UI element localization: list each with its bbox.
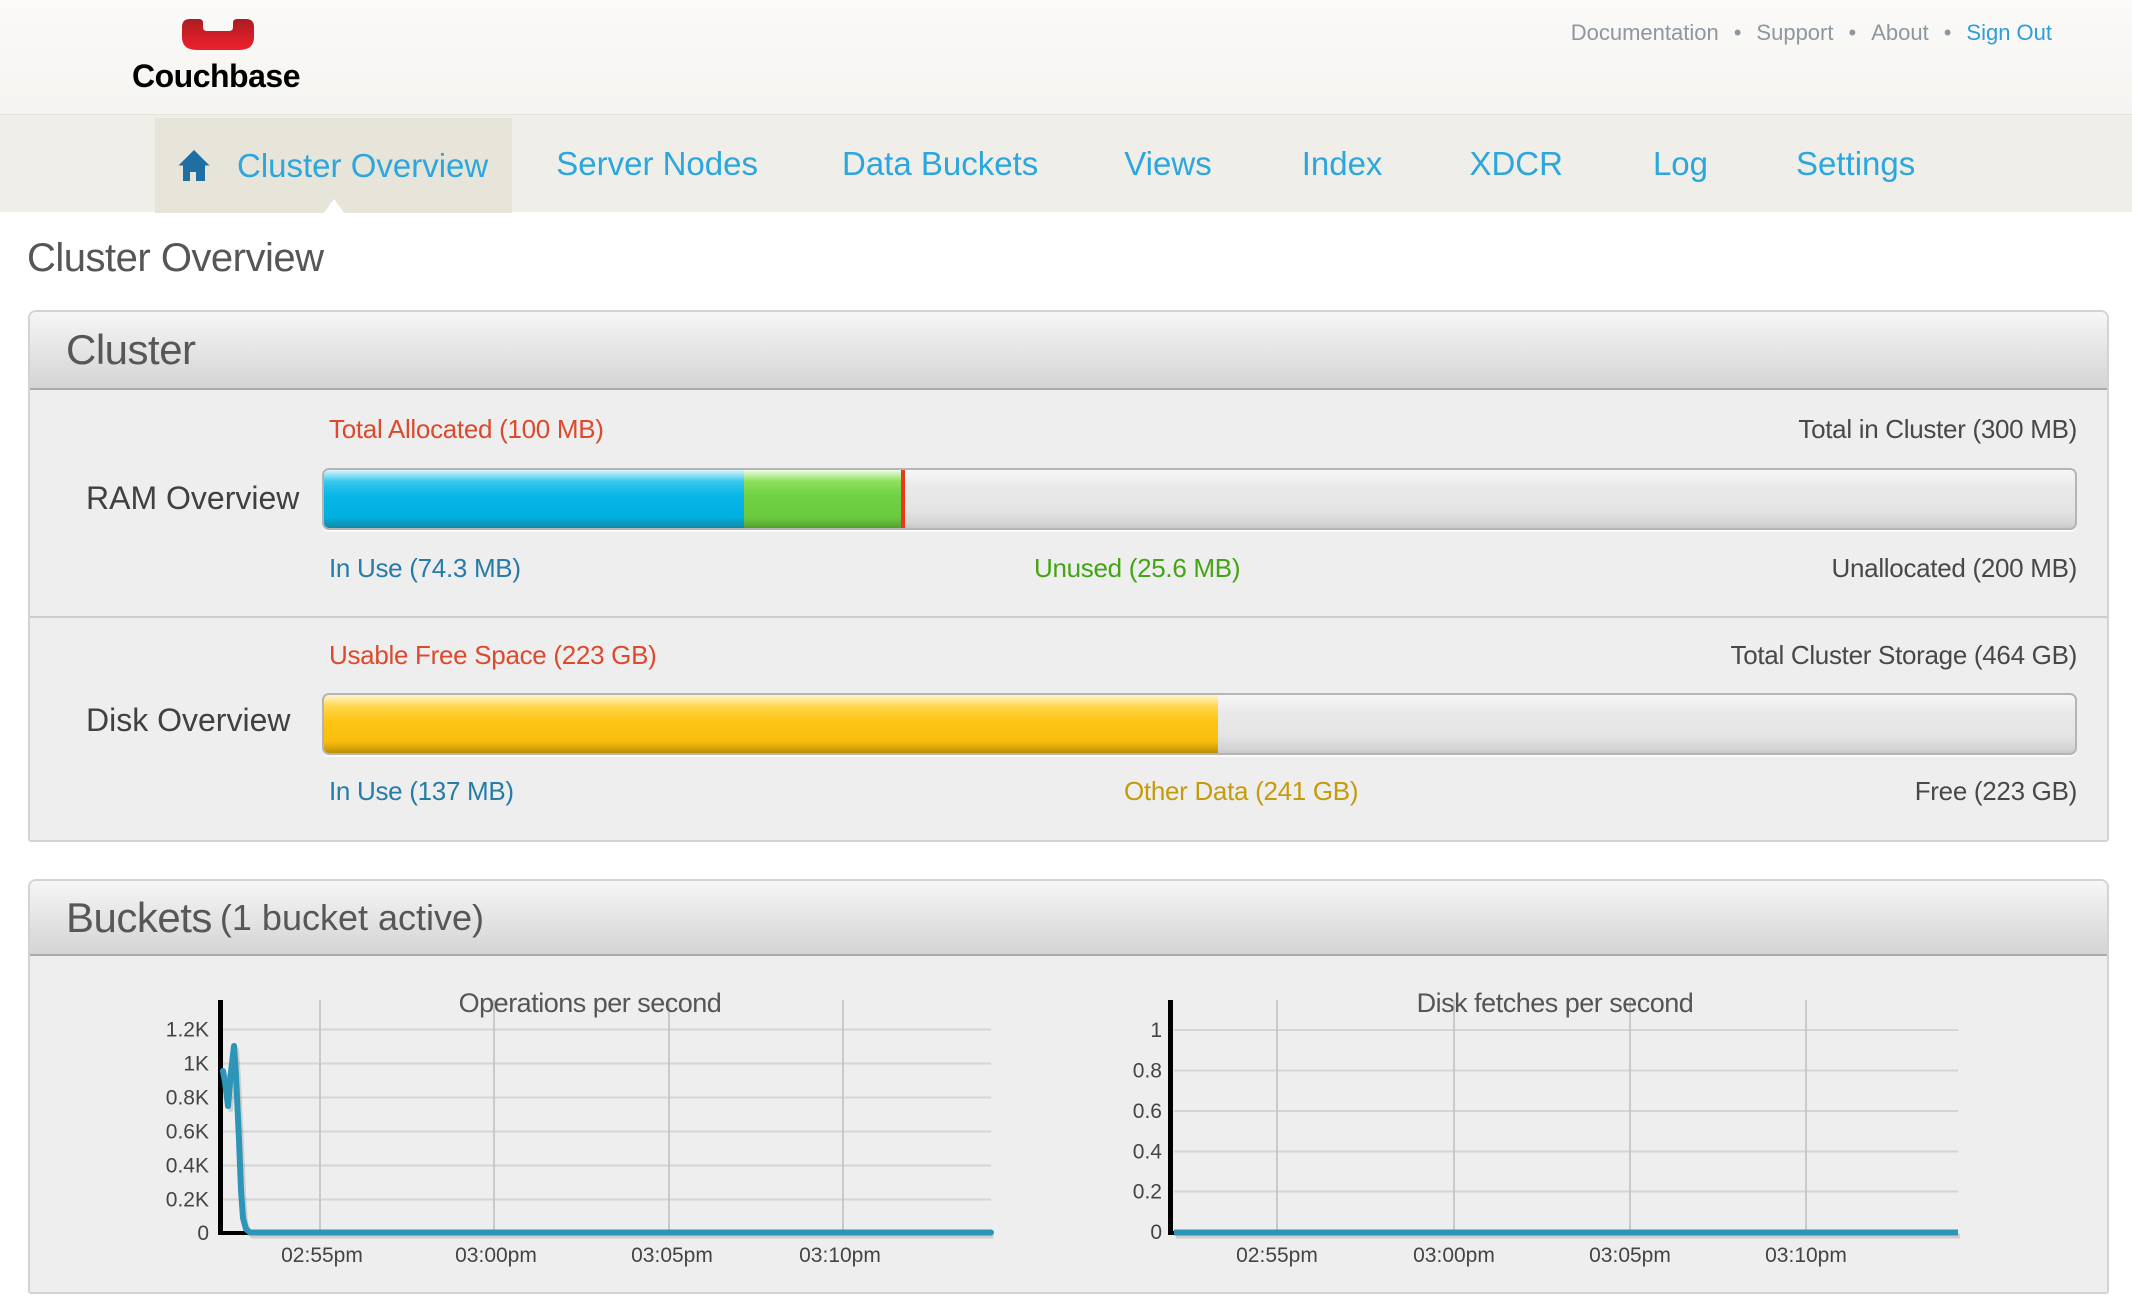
svg-text:0.8: 0.8 (1133, 1060, 1162, 1083)
svg-text:Operations per second: Operations per second (459, 988, 722, 1018)
svg-text:0.6K: 0.6K (166, 1121, 209, 1144)
svg-text:03:05pm: 03:05pm (1589, 1244, 1671, 1267)
svg-text:0: 0 (197, 1222, 209, 1245)
svg-text:0.6: 0.6 (1133, 1100, 1162, 1123)
svg-text:03:10pm: 03:10pm (799, 1244, 881, 1267)
svg-text:02:55pm: 02:55pm (281, 1244, 363, 1267)
svg-text:1K: 1K (183, 1053, 209, 1076)
svg-text:0: 0 (1150, 1221, 1162, 1244)
svg-text:0.2: 0.2 (1133, 1181, 1162, 1204)
svg-text:Disk fetches per second: Disk fetches per second (1417, 988, 1694, 1018)
svg-text:03:05pm: 03:05pm (631, 1244, 713, 1267)
svg-text:1.2K: 1.2K (166, 1019, 209, 1042)
svg-text:0.8K: 0.8K (166, 1087, 209, 1110)
svg-text:1: 1 (1150, 1019, 1162, 1042)
svg-text:0.4: 0.4 (1133, 1141, 1163, 1164)
svg-text:02:55pm: 02:55pm (1236, 1244, 1318, 1267)
svg-text:0.4K: 0.4K (166, 1155, 209, 1178)
svg-text:03:00pm: 03:00pm (455, 1244, 537, 1267)
svg-text:0.2K: 0.2K (166, 1189, 209, 1212)
svg-text:03:10pm: 03:10pm (1765, 1244, 1847, 1267)
svg-text:03:00pm: 03:00pm (1413, 1244, 1495, 1267)
